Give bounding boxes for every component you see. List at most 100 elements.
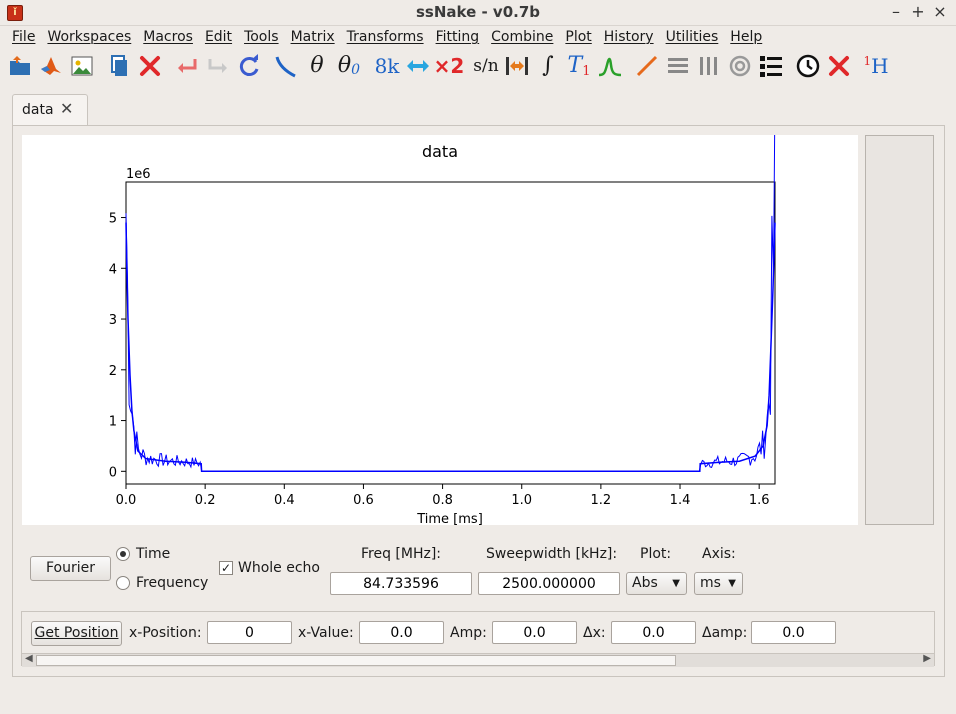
stop-icon[interactable]: [825, 52, 853, 80]
contour-icon[interactable]: [726, 52, 754, 80]
baseline-icon[interactable]: [272, 52, 300, 80]
signal-noise-icon[interactable]: s/n: [473, 55, 499, 76]
menu-fitting[interactable]: Fitting: [435, 29, 480, 45]
menu-macros[interactable]: Macros: [143, 29, 193, 45]
menu-help[interactable]: Help: [730, 29, 763, 45]
close-tab-icon[interactable]: ✕: [60, 99, 74, 118]
redo-icon[interactable]: [204, 52, 232, 80]
peak-icon[interactable]: [596, 52, 624, 80]
damp-label: Δamp:: [702, 625, 748, 641]
minimize-button[interactable]: –: [892, 2, 900, 21]
axis-select-value: ms: [700, 575, 721, 591]
tab-data[interactable]: data ✕: [12, 94, 88, 125]
matlab-icon[interactable]: [37, 52, 65, 80]
menu-history[interactable]: History: [603, 29, 654, 45]
frequency-radio[interactable]: [116, 576, 130, 590]
scroll-left-icon[interactable]: ◀: [25, 653, 33, 664]
horizontal-arrows-icon[interactable]: [404, 52, 432, 80]
t1-subscript: 1: [582, 63, 591, 79]
eightk-icon[interactable]: 8k: [374, 54, 400, 78]
menu-file[interactable]: File: [12, 29, 36, 45]
frequency-label: Frequency: [136, 575, 209, 591]
whole-echo-checkbox[interactable]: ✓: [219, 561, 233, 575]
fourier-button[interactable]: Fourier: [30, 556, 111, 581]
menu-edit[interactable]: Edit: [204, 29, 233, 45]
x-tick-label: 0.6: [353, 493, 374, 508]
x-tick-label: 0.8: [432, 493, 453, 508]
dx-input[interactable]: [611, 621, 696, 644]
menu-workspaces[interactable]: Workspaces: [47, 29, 132, 45]
menu-plot[interactable]: Plot: [565, 29, 592, 45]
title-bar: ǐ ssNake - v0.7b – + ×: [0, 0, 956, 26]
list-icon[interactable]: [757, 52, 785, 80]
scrollbar-thumb[interactable]: [36, 655, 676, 666]
x-axis-label: Time [ms]: [416, 512, 483, 525]
plot-frame: [125, 181, 776, 485]
x-tick-label: 1.0: [511, 493, 532, 508]
scroll-right-icon[interactable]: ▶: [923, 653, 931, 664]
menu-combine[interactable]: Combine: [491, 29, 554, 45]
menu-bar: File Workspaces Macros Edit Tools Matrix…: [0, 26, 956, 48]
y-tick-label: 5: [109, 212, 117, 227]
menu-tools[interactable]: Tools: [244, 29, 279, 45]
plot-select[interactable]: Abs ▼: [626, 572, 687, 595]
damp-input[interactable]: [751, 621, 836, 644]
integral-icon[interactable]: ∫: [542, 53, 554, 78]
amp-label: Amp:: [450, 625, 487, 641]
x-position-label: x-Position:: [129, 625, 202, 641]
chevron-down-icon: ▼: [672, 578, 680, 589]
x-position-input[interactable]: [207, 621, 292, 644]
y-tick-label: 2: [109, 364, 117, 379]
chart-title: data: [422, 142, 458, 161]
x-value-label: x-Value:: [298, 625, 354, 641]
times-two-label: ×2: [433, 54, 465, 78]
stack-horizontal-icon[interactable]: [664, 52, 692, 80]
fit-width-icon[interactable]: [503, 52, 531, 80]
time-label: Time: [136, 546, 171, 562]
side-panel: [865, 135, 934, 525]
horizontal-scrollbar[interactable]: ◀ ▶: [22, 653, 934, 667]
y-tick-label: 0: [109, 465, 117, 480]
menu-utilities[interactable]: Utilities: [665, 29, 719, 45]
plot-canvas[interactable]: data 1e6 0.0 0.2 0.4 0.6 0.8 1.0 1.2 1.4 1.6 0 1 2 3…: [22, 89, 858, 527]
open-folder-icon[interactable]: [6, 52, 34, 80]
phase-theta-icon[interactable]: θ: [310, 53, 324, 78]
plot-select-value: Abs: [632, 575, 658, 591]
axis-select[interactable]: ms ▼: [694, 572, 743, 595]
chevron-down-icon: ▼: [728, 578, 736, 589]
amp-input[interactable]: [492, 621, 577, 644]
close-window-button[interactable]: ×: [933, 2, 947, 21]
clock-icon[interactable]: [794, 52, 822, 80]
x-value-input[interactable]: [359, 621, 444, 644]
get-position-button[interactable]: Get Position: [31, 621, 122, 646]
tab-label: data: [22, 102, 54, 118]
reload-icon[interactable]: [235, 52, 263, 80]
chart: data 1e6 0.0 0.2 0.4 0.6 0.8 1.0 1.2 1.4 1.6 0 1 2 3…: [109, 89, 776, 527]
sweepwidth-input[interactable]: [478, 572, 620, 595]
menu-transforms[interactable]: Transforms: [346, 29, 424, 45]
stack-vertical-icon[interactable]: [695, 52, 723, 80]
time-radio[interactable]: [116, 547, 130, 561]
freq-input[interactable]: [330, 572, 472, 595]
x-tick-label: 1.6: [749, 493, 770, 508]
window-title: ssNake - v0.7b: [415, 3, 541, 21]
whole-echo-label: Whole echo: [238, 560, 320, 576]
save-image-icon[interactable]: [68, 52, 96, 80]
menu-matrix[interactable]: Matrix: [290, 29, 335, 45]
theta0-subscript: 0: [351, 62, 361, 78]
dx-label: Δx:: [583, 625, 606, 641]
times-two-icon[interactable]: ×2: [433, 52, 465, 80]
copy-icon[interactable]: [105, 52, 133, 80]
y-tick-label: 1: [109, 415, 117, 430]
delete-icon[interactable]: [136, 52, 164, 80]
diagonal-line-icon[interactable]: [633, 52, 661, 80]
maximize-button[interactable]: +: [911, 2, 925, 21]
undo-icon[interactable]: [173, 52, 201, 80]
x-tick-label: 0.2: [195, 493, 216, 508]
x-tick-label: 0.4: [274, 493, 295, 508]
axis-label: Axis:: [702, 546, 736, 562]
